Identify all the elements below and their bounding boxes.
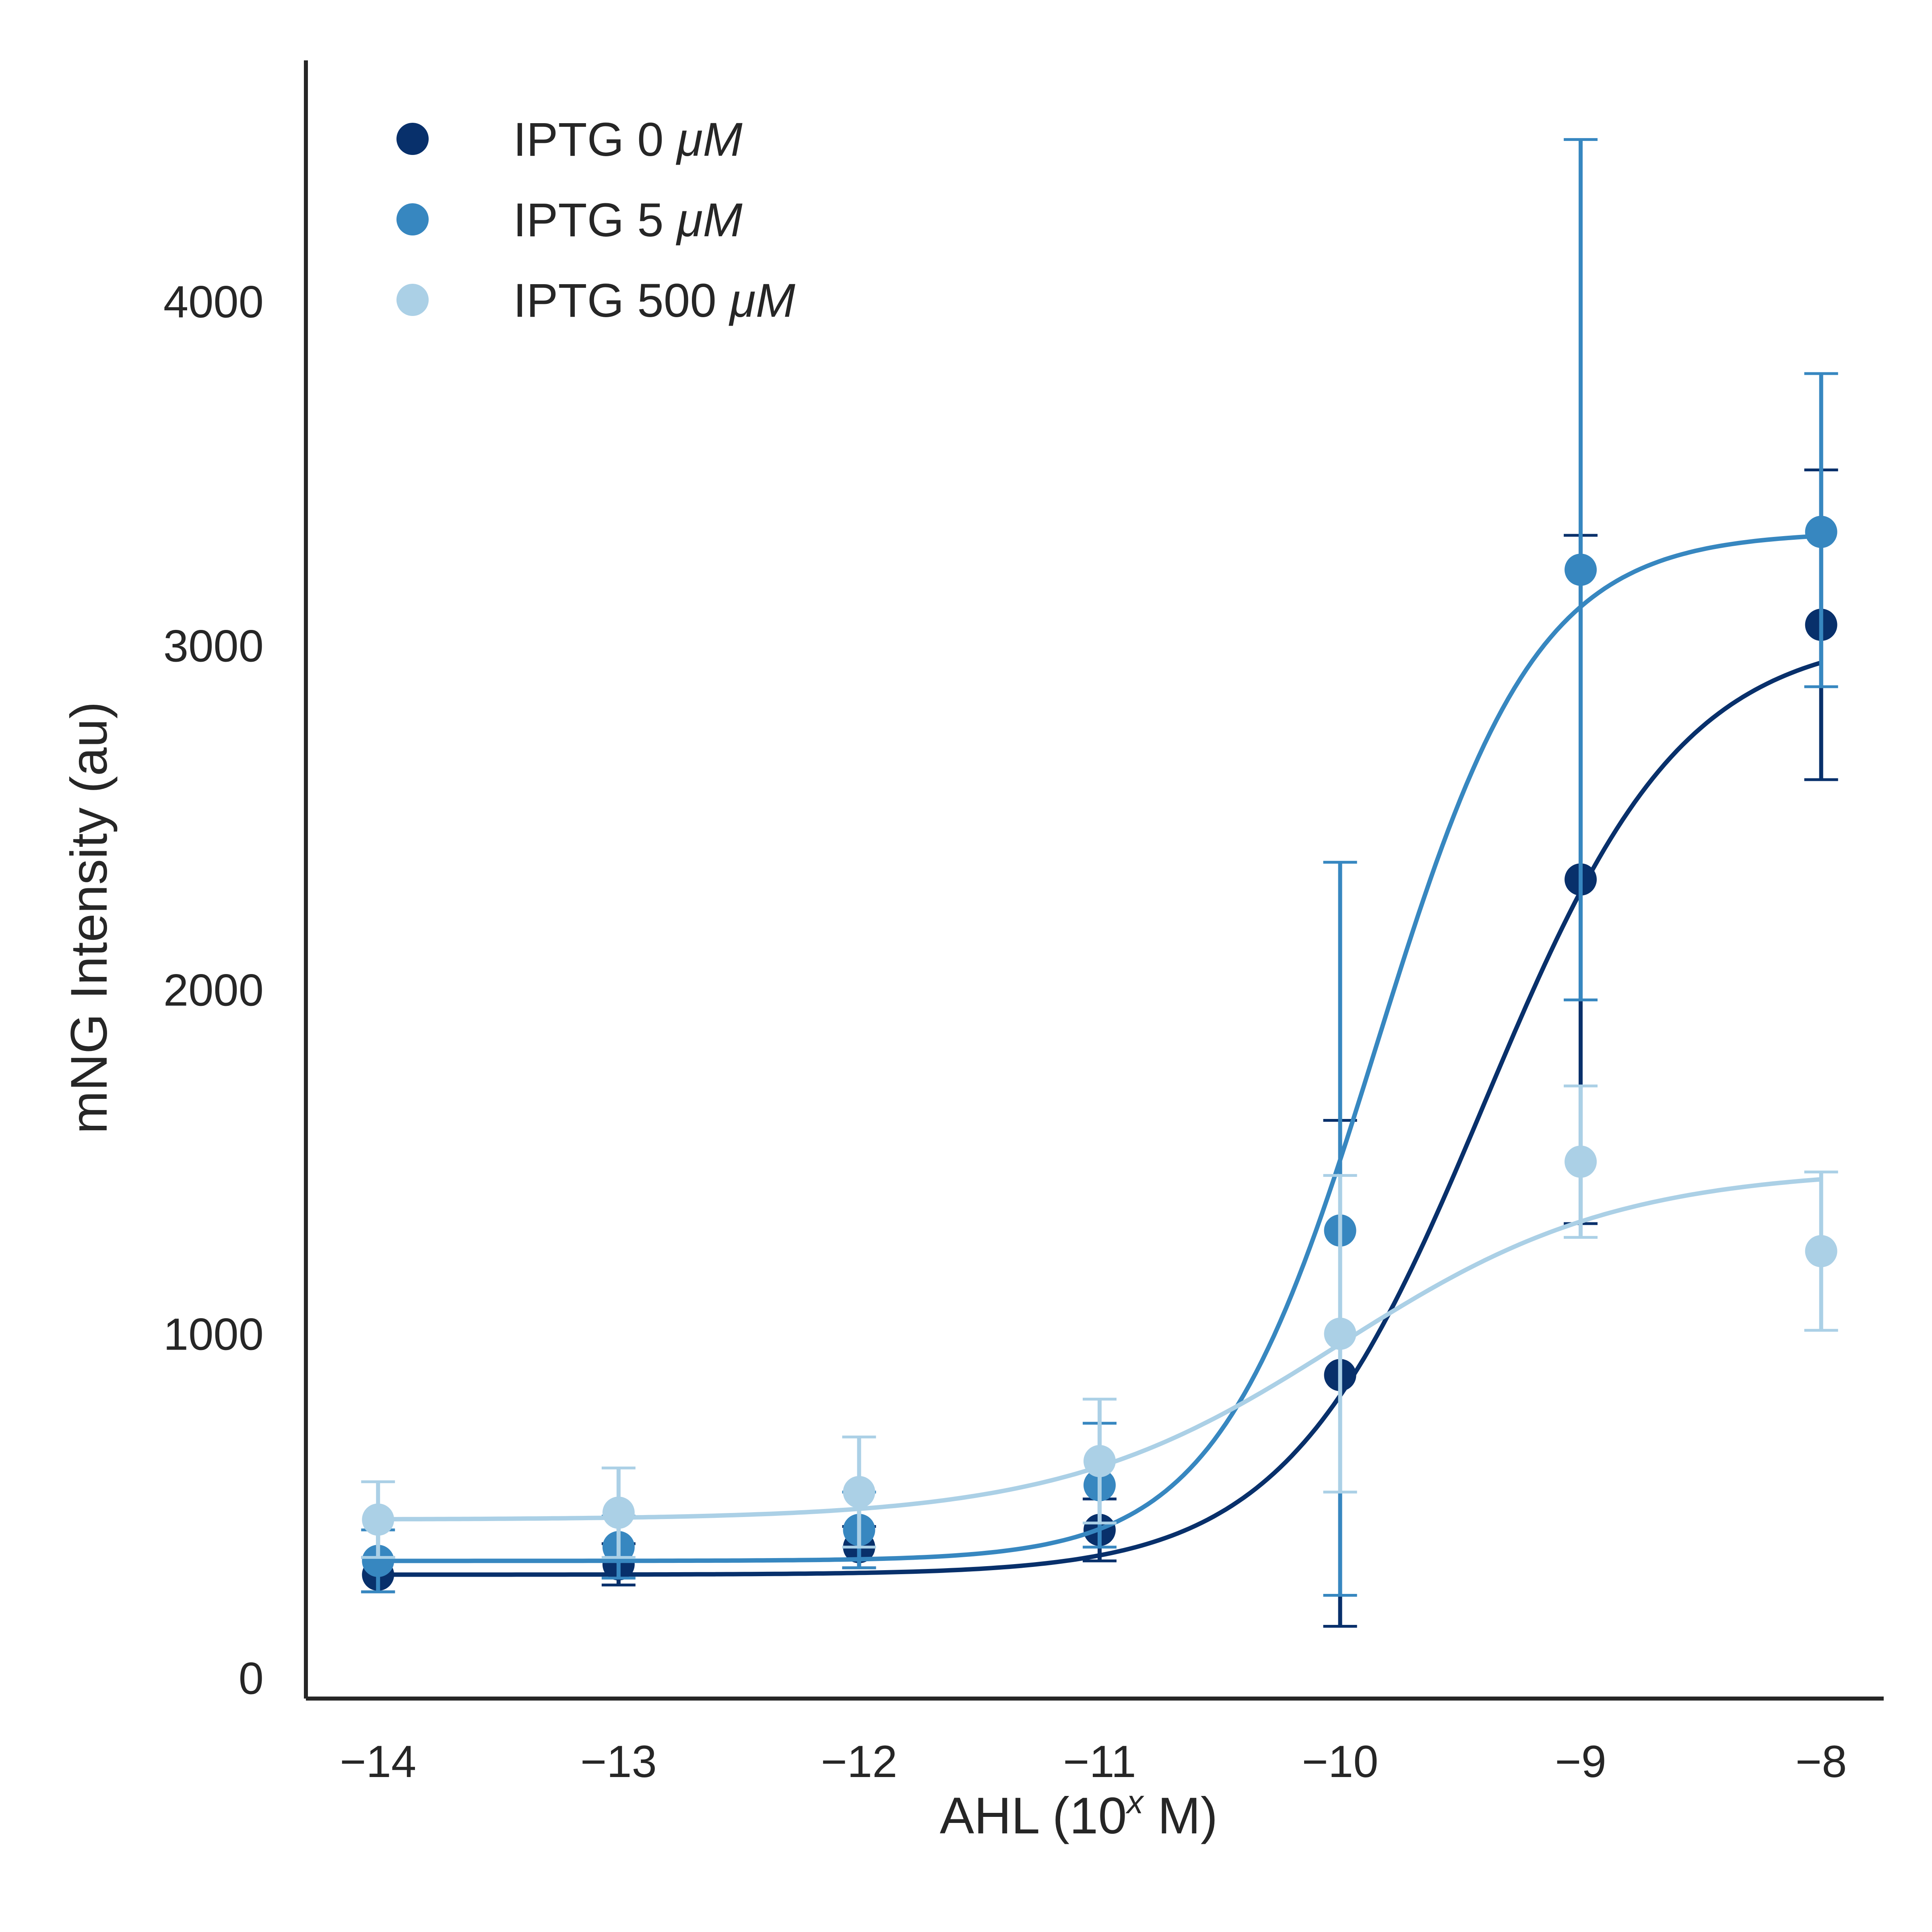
tick-labels: −14 −13 −12 −11 −10 −9 −8 0 1000 2000 3000 4000 <box>163 277 1847 1787</box>
x-tick-label: −13 <box>580 1736 657 1787</box>
y-tick-label: 0 <box>239 1653 264 1704</box>
data-point <box>1565 553 1597 586</box>
legend-marker <box>396 203 429 235</box>
legend-label: IPTG 500 μM <box>513 274 795 327</box>
legend-marker <box>396 284 429 316</box>
legend-item: IPTG 500 μM <box>396 274 795 327</box>
y-tick-label: 3000 <box>163 621 264 671</box>
y-axis-title: mNG Intensity (au) <box>60 702 118 1134</box>
legend-item: IPTG 0 μM <box>396 113 743 166</box>
x-axis-title: AHL (10x M) <box>940 1784 1218 1845</box>
legend: IPTG 0 μM IPTG 5 μM IPTG 500 μM <box>396 113 795 327</box>
x-tick-label: −9 <box>1555 1736 1606 1787</box>
x-tick-label: −14 <box>340 1736 416 1787</box>
data-point <box>1805 1235 1837 1267</box>
x-tick-label: −8 <box>1796 1736 1847 1787</box>
legend-label: IPTG 5 μM <box>513 194 743 247</box>
axes <box>304 60 1884 1701</box>
x-tick-label: −10 <box>1302 1736 1379 1787</box>
data-point <box>362 1503 394 1536</box>
data-point <box>1083 1445 1116 1478</box>
y-tick-label: 1000 <box>163 1309 264 1360</box>
y-tick-label: 2000 <box>163 965 264 1016</box>
data-point <box>843 1476 875 1508</box>
data-point <box>362 1544 394 1577</box>
x-tick-label: −11 <box>1063 1736 1136 1787</box>
data-point <box>1324 1317 1356 1350</box>
x-tick-label: −12 <box>821 1736 897 1787</box>
legend-marker <box>396 123 429 155</box>
data-point <box>602 1496 635 1529</box>
legend-item: IPTG 5 μM <box>396 194 743 247</box>
legend-label: IPTG 0 μM <box>513 113 743 166</box>
data-point <box>1565 1146 1597 1178</box>
plot-area <box>361 138 1838 1628</box>
data-point <box>1805 516 1837 548</box>
series-2 <box>361 1084 1838 1559</box>
y-tick-label: 4000 <box>163 277 264 327</box>
